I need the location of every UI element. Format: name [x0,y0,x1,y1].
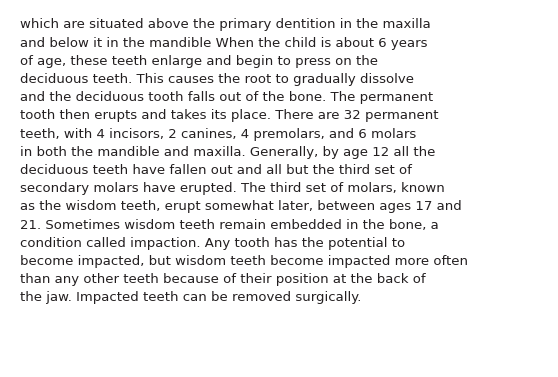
Text: which are situated above the primary dentition in the maxilla
and below it in th: which are situated above the primary den… [20,18,468,304]
